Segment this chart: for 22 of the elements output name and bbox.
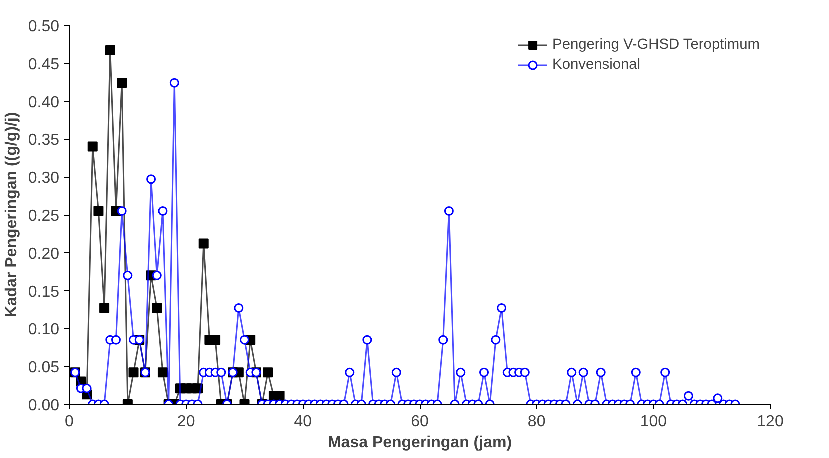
x-tick-label: 120 bbox=[757, 414, 784, 430]
y-tick-label: 0.15 bbox=[28, 284, 60, 301]
x-tick-label: 80 bbox=[528, 414, 546, 430]
y-tick-label: 0.40 bbox=[28, 94, 60, 112]
y-axis-title: Kadar Pengeringan ((g/g)/j) bbox=[3, 112, 20, 318]
x-tick-label: 60 bbox=[411, 414, 429, 430]
legend-label: Konvensional bbox=[552, 57, 641, 73]
legend-label: Pengering V-GHSD Teroptimum bbox=[552, 37, 760, 53]
y-tick-label: 0.45 bbox=[28, 56, 60, 74]
x-axis-title: Masa Pengeringan (jam) bbox=[328, 434, 512, 452]
y-tick-label: 0.10 bbox=[28, 322, 60, 339]
x-tick-label: 0 bbox=[65, 414, 74, 430]
y-tick-label: 0.25 bbox=[28, 208, 60, 225]
y-tick-label: 0.35 bbox=[28, 132, 60, 150]
x-tick-label: 40 bbox=[294, 414, 312, 430]
y-tick-label: 0.00 bbox=[28, 398, 60, 414]
x-tick-label: 100 bbox=[640, 414, 668, 430]
x-tick-label: 20 bbox=[177, 414, 196, 430]
y-tick-label: 0.50 bbox=[28, 18, 60, 36]
y-tick-label: 0.05 bbox=[28, 360, 60, 377]
y-tick-label: 0.20 bbox=[28, 246, 60, 263]
y-tick-label: 0.30 bbox=[28, 170, 60, 188]
